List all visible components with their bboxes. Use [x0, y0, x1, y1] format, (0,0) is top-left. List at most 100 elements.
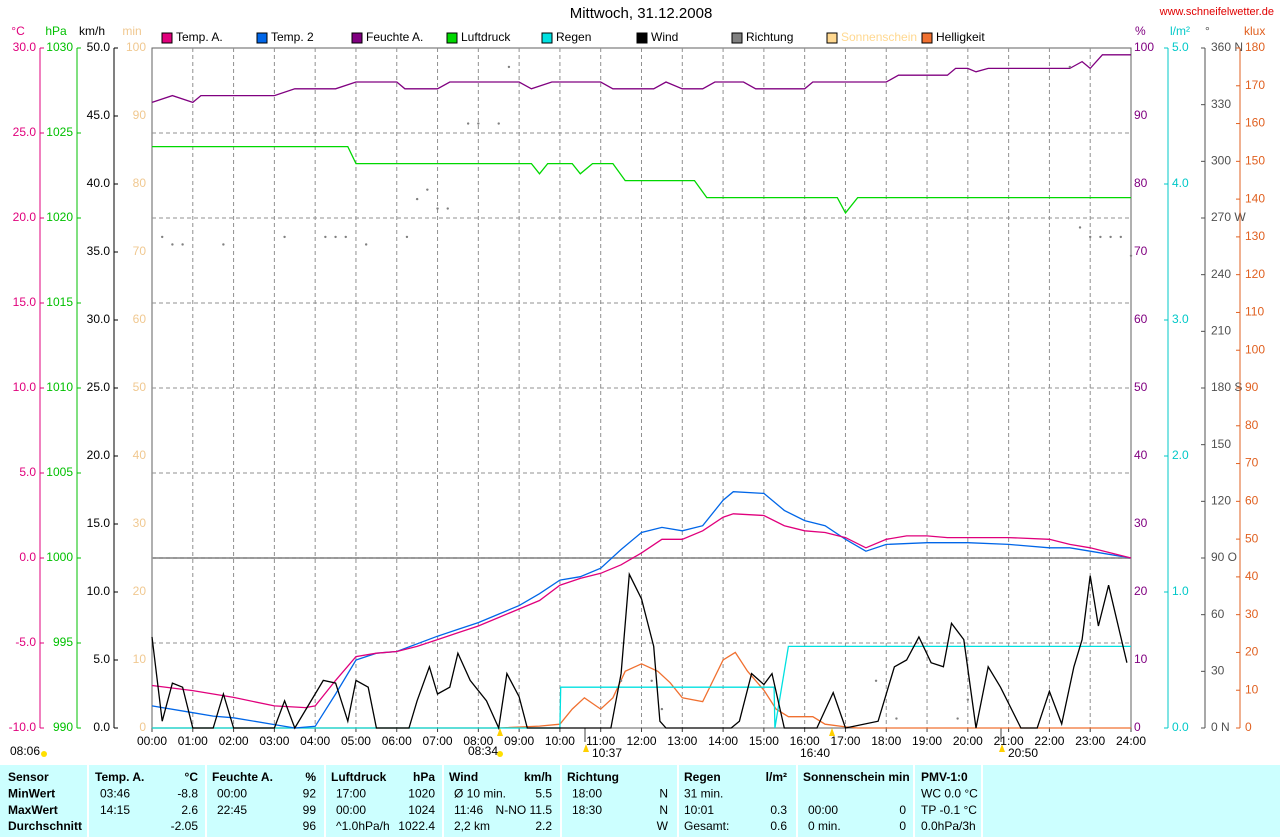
table-cell: ^1.0hPa/h	[336, 819, 390, 833]
y-tick-label: 70	[1134, 244, 1148, 258]
table-cell: MaxWert	[8, 803, 58, 817]
y-tick-label: 240	[1211, 267, 1231, 281]
table-cell: -8.8	[177, 786, 198, 800]
direction-dot	[1099, 235, 1102, 239]
y-tick-label: 80	[133, 176, 147, 190]
legend-label: Helligkeit	[936, 30, 985, 44]
table-header: Regen	[684, 770, 721, 784]
y-tick-label: 1000	[46, 550, 73, 564]
x-tick-label: 05:00	[341, 734, 371, 748]
y-tick-label: 1020	[46, 210, 73, 224]
y-tick-label: 10.0	[87, 584, 111, 598]
y-tick-label: 30	[1211, 664, 1225, 678]
table-header: Feuchte A.	[212, 770, 273, 784]
y-tick-label: 40.0	[87, 176, 111, 190]
table-cell: 18:00	[572, 786, 602, 800]
x-tick-label: 22:00	[1034, 734, 1064, 748]
y-tick-label: 140	[1245, 191, 1265, 205]
table-cell: 0.0hPa/3h	[921, 819, 976, 833]
y-tick-label: 1030	[46, 40, 73, 54]
x-tick-label: 17:00	[830, 734, 860, 748]
x-tick-label: 03:00	[259, 734, 289, 748]
y-tick-label: 0.0	[1172, 720, 1189, 734]
y-tick-label: 10	[1245, 682, 1259, 696]
table-header: l/m²	[766, 770, 787, 784]
x-tick-label: 20:00	[953, 734, 983, 748]
y-tick-label: 30.0	[13, 40, 37, 54]
y-tick-label: 10	[1134, 652, 1148, 666]
y-tick-label: 15.0	[13, 295, 37, 309]
x-tick-label: 01:00	[178, 734, 208, 748]
direction-dot	[1068, 65, 1072, 69]
x-tick-label: 11:00	[586, 734, 615, 748]
y-tick-label: 60	[133, 312, 147, 326]
y-tick-label: 100	[126, 40, 146, 54]
direction-dot	[324, 235, 327, 239]
axis-unit: km/h	[79, 24, 105, 38]
table-header: km/h	[524, 770, 552, 784]
x-tick-label: 06:00	[382, 734, 412, 748]
y-tick-label: 20.0	[13, 210, 37, 224]
table-cell: 96	[303, 819, 317, 833]
y-tick-label: 80	[1245, 418, 1259, 432]
x-tick-label: 24:00	[1116, 734, 1146, 748]
axis-unit: min	[122, 24, 141, 38]
y-tick-label: 40	[133, 448, 147, 462]
direction-dot	[181, 243, 184, 246]
y-tick-label: 180	[1245, 40, 1265, 54]
y-tick-label: 30.0	[87, 312, 111, 326]
direction-dot	[222, 243, 225, 246]
y-tick-label: 0	[1134, 720, 1141, 734]
table-header: %	[305, 770, 316, 784]
y-tick-label: 0.0	[93, 720, 110, 734]
y-tick-label: 80	[1134, 176, 1148, 190]
y-tick-label: 50	[133, 380, 147, 394]
sun-annotation: 08:34	[468, 744, 498, 758]
axis-unit: °C	[11, 24, 25, 38]
y-tick-label: 60	[1211, 607, 1225, 621]
y-tick-label: 330	[1211, 97, 1231, 111]
direction-dot	[466, 122, 470, 125]
y-tick-label: 5.0	[93, 652, 110, 666]
direction-dot	[619, 679, 623, 682]
y-tick-label: 5.0	[19, 465, 36, 479]
table-cell: WC 0.0 °C	[921, 786, 978, 800]
y-tick-label: 160	[1245, 116, 1265, 130]
direction-dot	[415, 197, 419, 201]
table-cell: 00:00	[808, 803, 838, 817]
direction-dot	[895, 717, 898, 720]
y-tick-label: 5.0	[1172, 40, 1189, 54]
sun-marker	[999, 744, 1005, 752]
x-tick-label: 04:00	[300, 734, 330, 748]
y-tick-label: 10.0	[13, 380, 37, 394]
table-cell: 1022.4	[398, 819, 435, 833]
table-header: Temp. A.	[95, 770, 144, 784]
series-line	[152, 651, 1131, 729]
table-cell: -2.05	[171, 819, 199, 833]
table-cell: 2.2	[535, 819, 552, 833]
y-tick-label: 50.0	[87, 40, 111, 54]
y-tick-label: 300	[1211, 154, 1231, 168]
direction-dot	[1119, 235, 1123, 239]
y-tick-label: 170	[1245, 78, 1265, 92]
y-tick-label: 30	[133, 516, 147, 530]
direction-dot	[1129, 254, 1133, 257]
table-cell: Gesamt:	[684, 819, 729, 833]
table-cell: 18:30	[572, 803, 602, 817]
y-tick-label: 150	[1245, 154, 1265, 168]
y-tick-label: 0	[1245, 720, 1252, 734]
legend-label: Richtung	[746, 30, 793, 44]
legend-swatch	[446, 32, 458, 44]
table-cell: 0	[899, 819, 906, 833]
table-cell: 03:46	[100, 786, 130, 800]
legend-label: Temp. 2	[271, 30, 314, 44]
x-tick-label: 15:00	[749, 734, 779, 748]
y-tick-label: 0 N	[1211, 720, 1230, 734]
x-tick-label: 13:00	[667, 734, 697, 748]
table-header: Luftdruck	[331, 770, 387, 784]
y-tick-label: 100	[1245, 342, 1265, 356]
direction-dot	[966, 698, 970, 701]
chart-title: Mittwoch, 31.12.2008	[570, 5, 713, 22]
table-cell: Ø 10 min.	[454, 786, 506, 800]
direction-dot	[1089, 235, 1092, 239]
